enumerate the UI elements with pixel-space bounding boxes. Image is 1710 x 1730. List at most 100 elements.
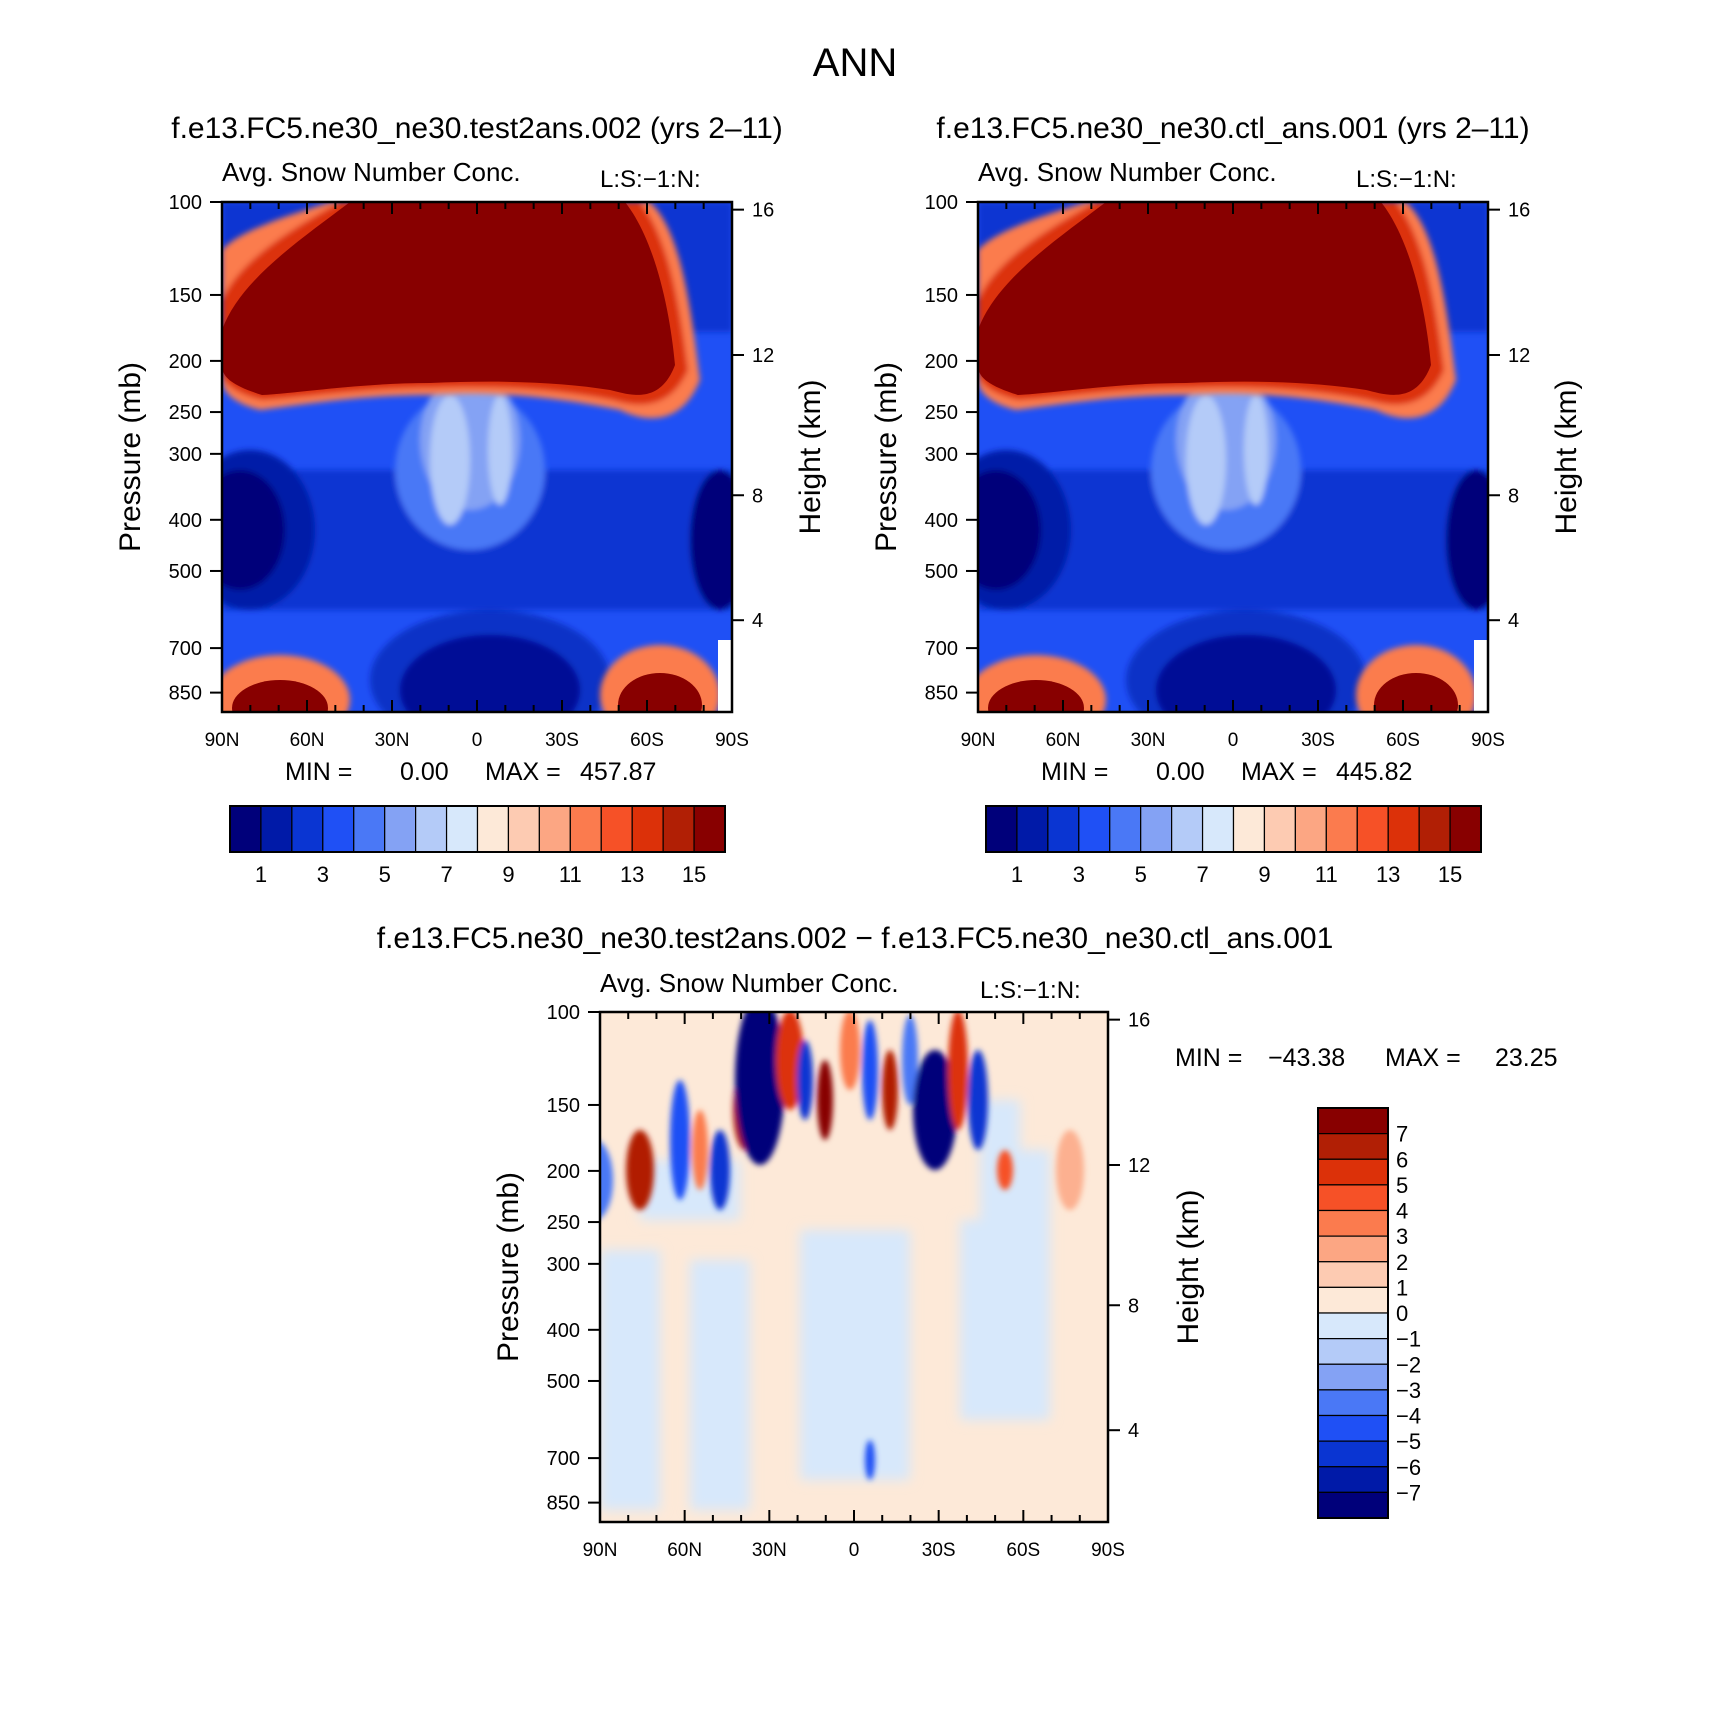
- y-right-tick-label: 4: [1508, 610, 1519, 632]
- colorbar-label: 0: [1396, 1301, 1408, 1326]
- panel-test-variable: Avg. Snow Number Conc.: [222, 157, 521, 187]
- colorbar-label: 13: [1376, 862, 1400, 887]
- colorbar-swatch: [1317, 1491, 1389, 1519]
- panel-diff-ylabel-right: Height (km): [1172, 1189, 1205, 1344]
- x-tick-label: 60S: [1386, 730, 1420, 751]
- colorbar-swatch: [1317, 1158, 1389, 1186]
- panel-control-max-label: MAX =: [1241, 758, 1317, 786]
- y-tick-label: 400: [547, 1320, 580, 1342]
- panel-test-field: [222, 202, 732, 712]
- y-tick-label: 100: [169, 192, 202, 214]
- y-right-tick-label: 16: [1508, 200, 1530, 222]
- colorbar-label: 7: [1396, 1122, 1408, 1147]
- colorbar-label: 15: [1438, 862, 1462, 887]
- panel-diff-case-title: f.e13.FC5.ne30_ne30.test2ans.002 − f.e13…: [377, 922, 1334, 955]
- y-tick-label: 150: [169, 285, 202, 307]
- y-tick-label: 100: [925, 192, 958, 214]
- colorbar-label: 7: [1196, 862, 1208, 887]
- colorbar-label: −7: [1396, 1480, 1421, 1505]
- colorbar-swatch: [1263, 805, 1296, 853]
- colorbar-swatch: [693, 805, 726, 853]
- colorbar-swatch: [260, 805, 293, 853]
- x-tick-label: 60N: [1046, 730, 1081, 751]
- x-tick-label: 60S: [1006, 1540, 1040, 1561]
- x-tick-label: 90N: [205, 730, 240, 751]
- colorbar-label: 4: [1396, 1199, 1408, 1224]
- colorbar-swatch: [1171, 805, 1204, 853]
- panel-test-units: L:S:−1:N:: [600, 166, 701, 193]
- x-tick-label: 0: [849, 1540, 860, 1561]
- y-tick-label: 250: [925, 402, 958, 424]
- panel-control-case-title: f.e13.FC5.ne30_ne30.ctl_ans.001 (yrs 2–1…: [936, 112, 1529, 145]
- colorbar-swatch: [1016, 805, 1049, 853]
- colorbar-label: −2: [1396, 1352, 1421, 1377]
- colorbar-swatch: [1387, 805, 1420, 853]
- y-right-tick-label: 8: [752, 485, 763, 507]
- colorbar: 1 3 5 7 9 11 13 15: [229, 805, 726, 887]
- colorbar-swatch: [538, 805, 571, 853]
- colorbar-swatch: [1078, 805, 1111, 853]
- y-tick-label: 200: [547, 1161, 580, 1183]
- y-tick-label: 400: [925, 510, 958, 532]
- panel-control-ylabel: Pressure (mb): [870, 362, 903, 552]
- colorbar-label: 3: [1073, 862, 1085, 887]
- colorbar-swatch: [291, 805, 324, 853]
- panel-test-min-label: MIN =: [285, 758, 352, 786]
- x-tick-label: 90S: [1471, 730, 1505, 751]
- y-right-tick-label: 8: [1508, 485, 1519, 507]
- panel-diff-max-label: MAX =: [1385, 1044, 1461, 1072]
- colorbar-swatch: [1317, 1107, 1389, 1135]
- colorbar-label: 11: [559, 862, 582, 887]
- colorbar-swatch: [507, 805, 540, 853]
- panel-control-min-label: MIN =: [1041, 758, 1108, 786]
- colorbar-label: 15: [682, 862, 706, 887]
- colorbar-swatch: [445, 805, 479, 853]
- colorbar-swatch: [1317, 1389, 1389, 1417]
- colorbar-swatch: [384, 805, 417, 853]
- colorbar-swatch: [1317, 1363, 1389, 1391]
- colorbar-label: 11: [1315, 862, 1338, 887]
- x-tick-label: 60N: [667, 1540, 702, 1561]
- colorbar-label: 5: [1396, 1173, 1408, 1198]
- y-right-tick-label: 12: [1508, 345, 1530, 367]
- colorbar-swatch: [322, 805, 355, 853]
- colorbar-label: 5: [379, 862, 391, 887]
- panel-test-min-value: 0.00: [400, 758, 449, 786]
- y-tick-label: 150: [547, 1095, 580, 1117]
- panel-diff-min-label: MIN =: [1175, 1044, 1242, 1072]
- y-tick-label: 700: [547, 1448, 580, 1470]
- colorbar-swatch: [1201, 805, 1235, 853]
- y-tick-label: 200: [169, 351, 202, 373]
- colorbar-swatch: [1325, 805, 1358, 853]
- colorbar-label: 1: [1396, 1275, 1408, 1300]
- panel-diff-variable: Avg. Snow Number Conc.: [600, 968, 899, 998]
- panel-test-ylabel: Pressure (mb): [114, 362, 147, 552]
- x-tick-label: 30N: [752, 1540, 787, 1561]
- panel-control-variable: Avg. Snow Number Conc.: [978, 157, 1277, 187]
- y-tick-label: 700: [169, 638, 202, 660]
- colorbar-label: −3: [1396, 1378, 1421, 1403]
- panel-diff-ylabel: Pressure (mb): [492, 1172, 525, 1362]
- colorbar-swatch: [1317, 1261, 1389, 1288]
- colorbar-swatch: [985, 805, 1018, 853]
- x-tick-label: 30N: [375, 730, 410, 751]
- colorbar-swatch: [662, 805, 695, 853]
- colorbar-label: 6: [1396, 1147, 1408, 1172]
- colorbar-label: −6: [1396, 1455, 1421, 1480]
- panel-control-field: [978, 202, 1488, 712]
- colorbar-swatch: [569, 805, 602, 853]
- y-right-tick-label: 12: [752, 345, 774, 367]
- x-tick-label: 60N: [290, 730, 325, 751]
- x-tick-label: 0: [472, 730, 483, 751]
- x-tick-label: 90N: [583, 1540, 618, 1561]
- y-tick-label: 250: [169, 402, 202, 424]
- colorbar-label: 7: [440, 862, 452, 887]
- colorbar-label: −1: [1396, 1327, 1421, 1352]
- colorbar: 1 3 5 7 9 11 13 15: [985, 805, 1482, 887]
- colorbar-swatch: [1418, 805, 1451, 853]
- colorbar-swatch: [1047, 805, 1080, 853]
- colorbar-label: 3: [317, 862, 329, 887]
- y-tick-label: 300: [169, 444, 202, 466]
- panel-control: f.e13.FC5.ne30_ne30.ctl_ans.001 (yrs 2–1…: [870, 112, 1583, 887]
- colorbar-swatch: [1317, 1466, 1389, 1493]
